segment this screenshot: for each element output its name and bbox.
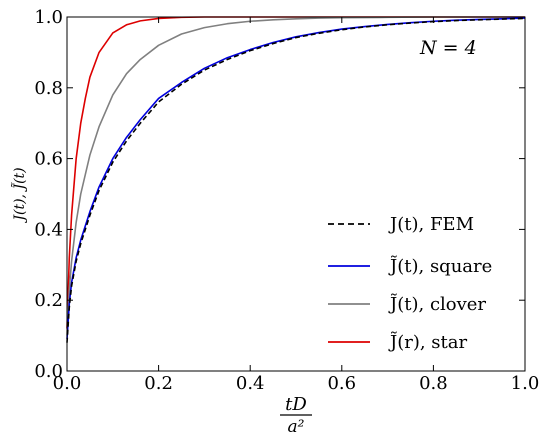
y-tick-label: 0.0	[34, 361, 63, 382]
x-tick-label: 0.4	[236, 373, 265, 394]
x-tick-label: 0.8	[419, 373, 448, 394]
x-axis-label-numerator: tD	[285, 394, 307, 415]
y-tick-label: 0.2	[34, 290, 63, 311]
legend-label: J̃(r), star	[388, 331, 468, 353]
legend: J(t), FEM J̃(t), square J̃(t), clover J̃(r)…	[328, 214, 492, 353]
x-tick-label: 0.0	[53, 373, 82, 394]
plot-frame	[66, 16, 526, 372]
axis-ticks: 0.0 0.2 0.4 0.6 0.8 1.0 0.0 0.2 0.4 0.6 0.8 1.0	[34, 7, 539, 394]
x-axis-label-denominator: a²	[288, 417, 305, 437]
series-line-0	[66, 17, 526, 343]
y-tick-label: 1.0	[34, 7, 63, 28]
legend-label: J̃(t), clover	[388, 293, 486, 315]
legend-label: J(t), FEM	[388, 214, 474, 235]
y-axis-label-text: J(t), J̃(t)	[10, 167, 28, 223]
y-tick-label: 0.6	[34, 149, 63, 170]
y-tick-label: 0.8	[34, 78, 63, 99]
x-tick-label: 0.6	[327, 373, 356, 394]
x-tick-label: 0.2	[144, 373, 173, 394]
x-tick-label: 1.0	[511, 373, 539, 394]
legend-label: J̃(t), square	[388, 255, 492, 277]
x-axis-label: tD a²	[280, 394, 312, 437]
series-line-1	[66, 17, 526, 340]
y-tick-label: 0.4	[34, 219, 63, 240]
annotation-text: N = 4	[419, 37, 477, 59]
series-line-2	[66, 16, 525, 336]
y-axis-label: J(t), J̃(t)	[10, 167, 28, 223]
